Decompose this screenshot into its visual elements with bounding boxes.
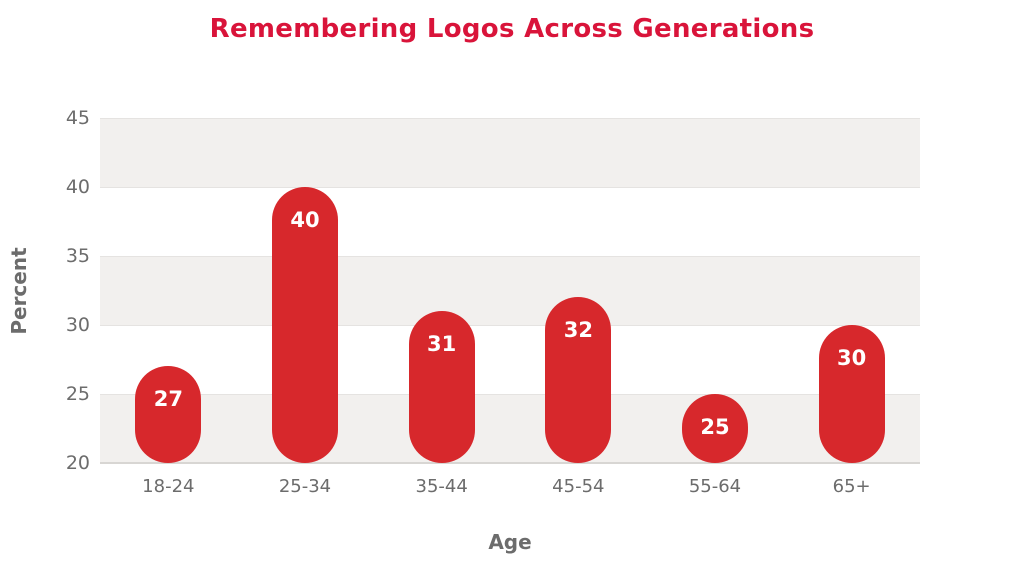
y-tick-label: 40 <box>65 176 90 198</box>
bar-value-label: 31 <box>427 332 457 357</box>
y-tick-label: 30 <box>65 314 90 336</box>
gridline <box>100 256 920 257</box>
background-band <box>100 118 920 187</box>
bar-25-34: 40 <box>272 187 338 463</box>
gridline <box>100 394 920 395</box>
x-tick-label: 45-54 <box>552 476 605 497</box>
gridline <box>100 118 920 119</box>
bar-45-54: 32 <box>545 297 612 463</box>
background-band <box>100 394 920 463</box>
x-tick-label: 18-24 <box>142 476 195 497</box>
bar-value-label: 32 <box>563 318 593 343</box>
y-tick-label: 25 <box>65 383 90 405</box>
bar-55-64: 25 <box>682 394 748 463</box>
bar-value-label: 30 <box>837 346 867 370</box>
bar-35-44: 31 <box>408 311 475 463</box>
x-tick-label: 65+ <box>832 476 871 497</box>
x-tick-label: 25-34 <box>278 476 332 497</box>
plot-area: 27 40 31 32 25 30 <box>100 118 920 464</box>
gridline <box>100 325 920 326</box>
chart-title: Remembering Logos Across Generations <box>209 14 815 44</box>
x-axis-ticks: 18-24 25-34 35-44 45-54 55-64 65+ <box>100 474 920 500</box>
x-tick-label: 55-64 <box>688 476 742 497</box>
x-axis-title: Age <box>488 530 532 554</box>
y-tick-label: 35 <box>65 245 90 267</box>
y-axis-ticks: 45 40 35 30 25 20 <box>28 107 90 474</box>
x-axis-line <box>100 462 920 464</box>
gridline <box>100 187 920 188</box>
x-tick-label: 35-44 <box>415 476 468 497</box>
bar-value-label: 25 <box>700 415 730 439</box>
bar-value-label: 27 <box>153 387 183 412</box>
bar-18-24: 27 <box>135 366 202 463</box>
bar-value-label: 40 <box>290 208 320 232</box>
y-tick-label: 45 <box>65 107 90 129</box>
background-band <box>100 256 920 325</box>
y-tick-label: 20 <box>65 452 90 474</box>
bar-65+: 30 <box>818 325 885 463</box>
